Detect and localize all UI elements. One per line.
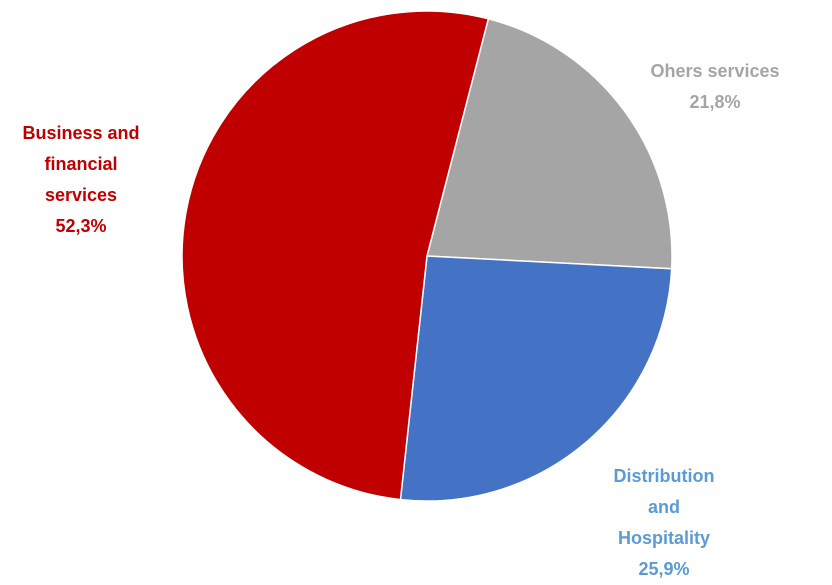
label-value: 52,3%: [55, 216, 107, 236]
label-line: financial: [44, 154, 118, 174]
data-label-distribution-hospitality: Distribution and Hospitality 25,9%: [586, 461, 742, 585]
label-line: Distribution: [613, 466, 715, 486]
label-line: and: [647, 497, 680, 517]
label-value: 21,8%: [689, 92, 741, 112]
label-line: Ohers services: [650, 61, 780, 81]
label-line: services: [44, 185, 118, 205]
slice-distribution-hospitality: [399, 255, 673, 502]
slice-other-services: [426, 17, 673, 270]
label-line: Hospitality: [617, 528, 710, 548]
slice-business-financial: [181, 10, 490, 501]
label-line: Business and: [22, 123, 140, 143]
data-label-business-financial: Business and financial services 52,3%: [10, 118, 152, 242]
data-label-other-services: Ohers services 21,8%: [632, 56, 798, 118]
label-value: 25,9%: [638, 559, 690, 579]
